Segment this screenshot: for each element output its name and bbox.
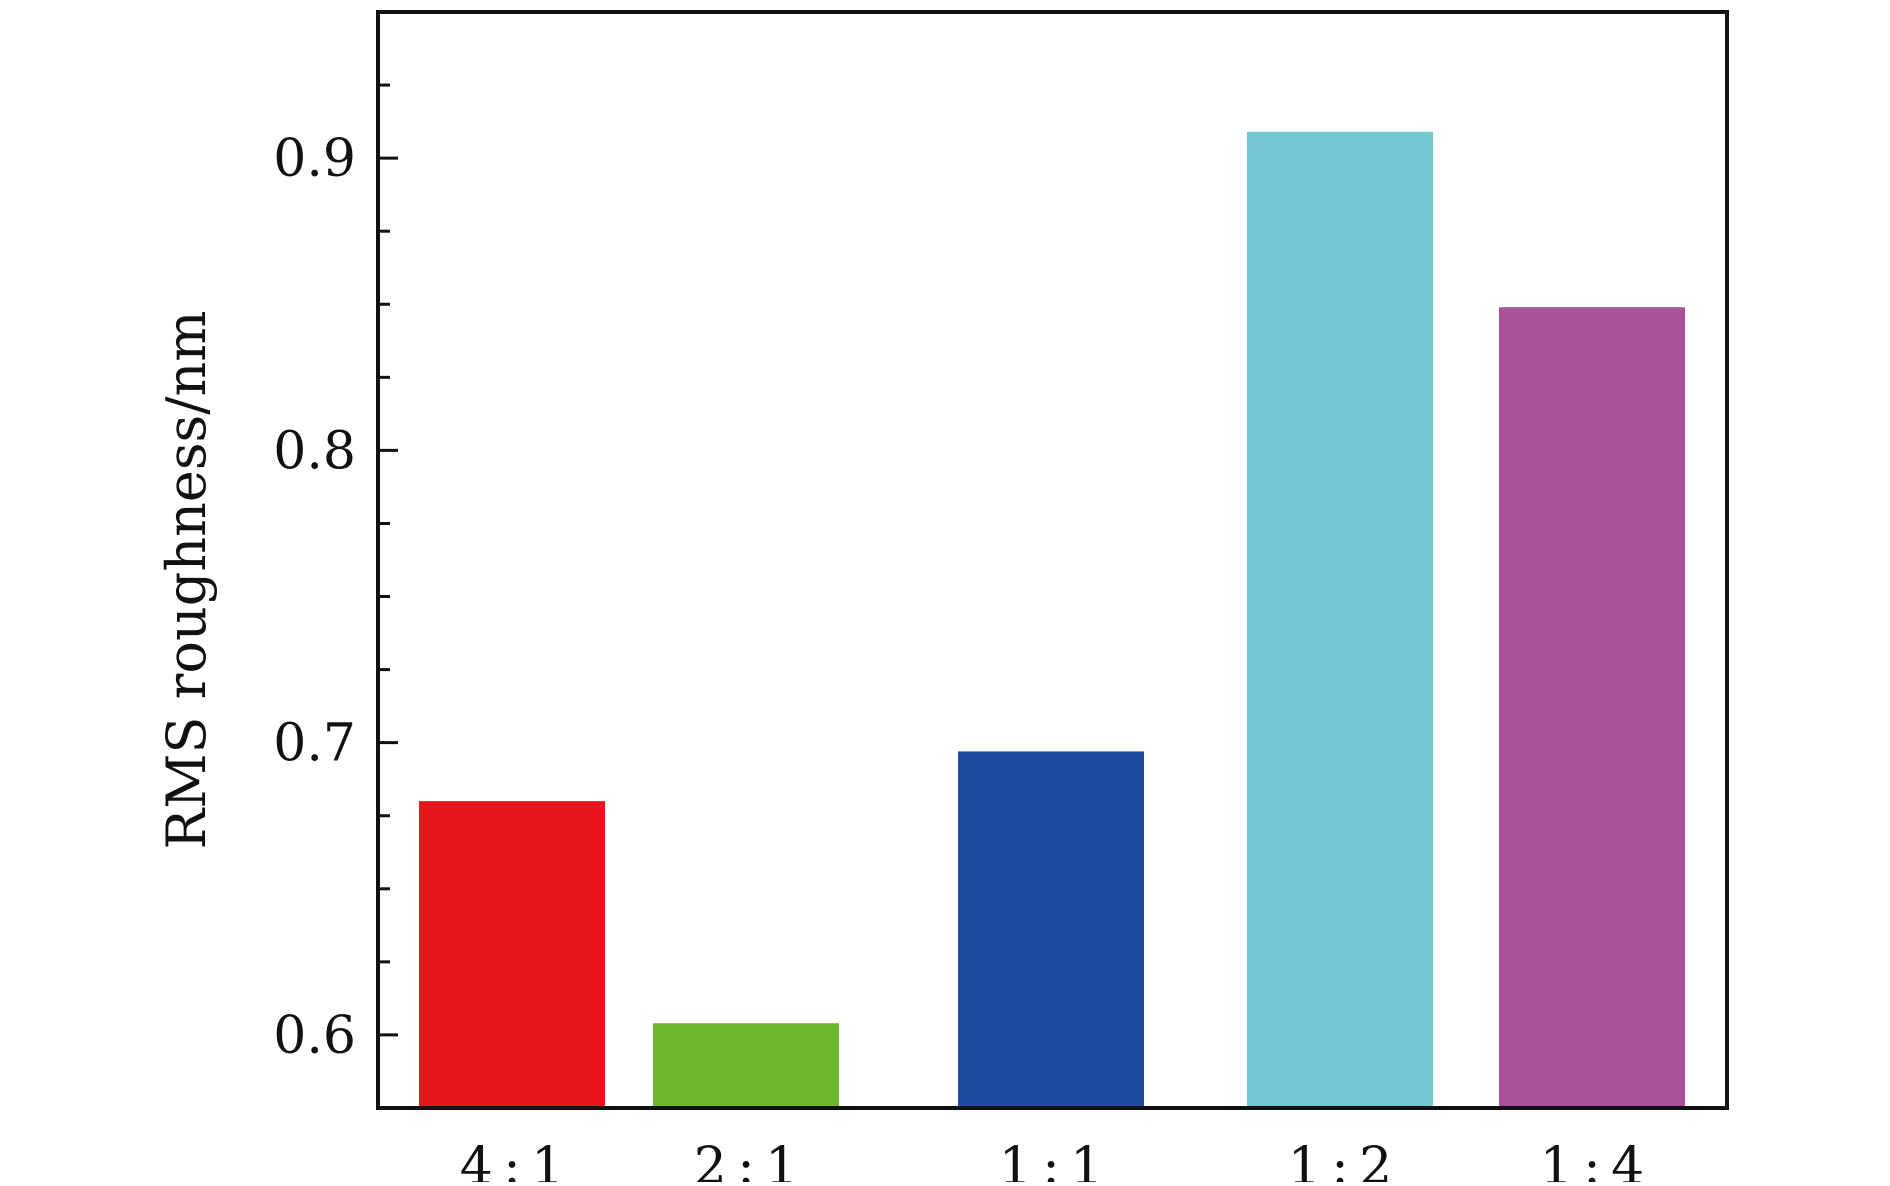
- x-tick-label: 1 : 2: [1288, 1137, 1392, 1182]
- y-tick-label: 0.9: [273, 129, 356, 189]
- y-tick-label: 0.6: [273, 1006, 356, 1066]
- y-axis-tick-labels: 0.6 0.7 0.8 0.9: [273, 129, 356, 1066]
- x-axis-tick-labels: 4 : 1 2 : 1 1 : 1 1 : 2 1 : 4: [460, 1137, 1644, 1186]
- bar-5: [1499, 307, 1685, 1108]
- x-tick-label: 1 : 4: [1540, 1137, 1644, 1182]
- bar-1: [419, 801, 605, 1108]
- plot-frame: [376, 10, 1729, 1110]
- bar-3: [958, 751, 1144, 1108]
- x-tick-label: 1 : 1: [999, 1137, 1103, 1182]
- bar-2: [653, 1023, 839, 1108]
- x-tick-label: 4 : 1: [460, 1137, 564, 1182]
- y-axis-label: RMS roughness/nm: [155, 311, 218, 850]
- y-tick-label: 0.7: [273, 714, 356, 774]
- y-tick-label: 0.8: [273, 421, 356, 481]
- bar-4: [1247, 131, 1433, 1108]
- y-axis-ticks: [378, 83, 398, 1037]
- x-tick-label: 2 : 1: [694, 1137, 798, 1182]
- bars-layer: [419, 131, 1685, 1108]
